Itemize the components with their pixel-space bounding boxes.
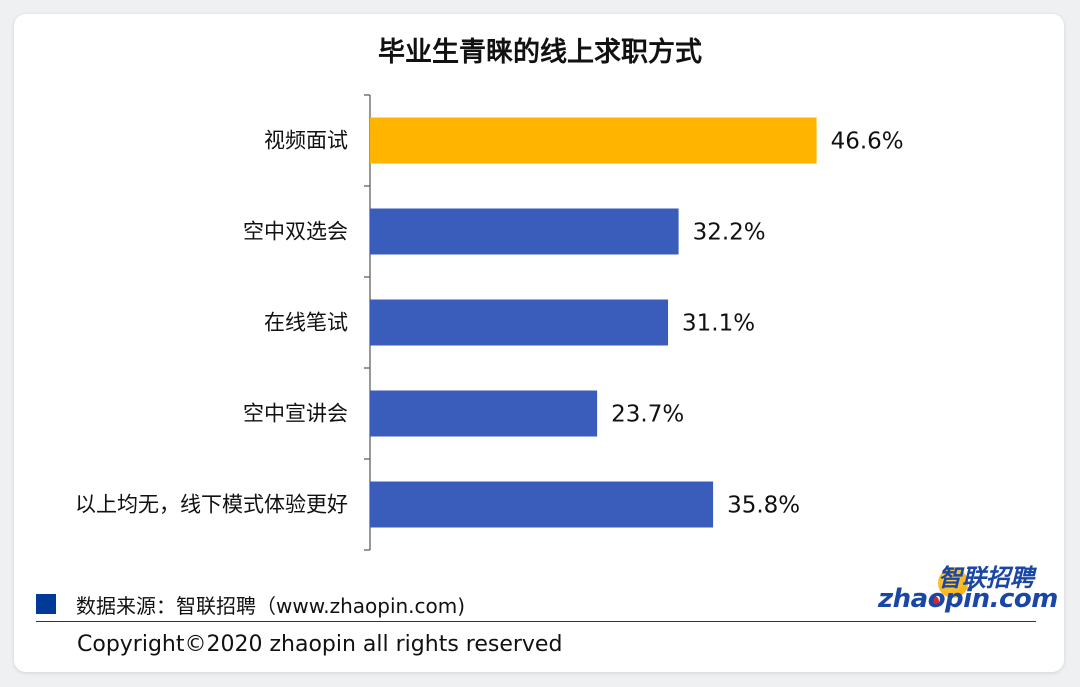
value-label: 23.7% (611, 402, 684, 428)
category-label: 空中宣讲会 (243, 402, 348, 426)
category-label: 在线笔试 (264, 311, 348, 335)
value-label: 35.8% (727, 493, 800, 519)
footer-divider (36, 621, 1036, 622)
logo-cn-text: 智联招聘 (938, 564, 1034, 592)
bar-4 (370, 390, 598, 437)
source-text: 数据来源：智联招聘（www.zhaopin.com) (76, 593, 466, 618)
bar-3 (370, 299, 669, 346)
logo-dot-icon (938, 568, 968, 598)
value-label: 46.6% (831, 129, 904, 155)
bar-5 (370, 481, 714, 528)
category-label: 视频面试 (264, 129, 348, 153)
legend-swatch (36, 594, 56, 614)
category-label: 以上均无，线下模式体验更好 (75, 493, 348, 517)
source-note: 数据来源：智联招聘（www.zhaopin.com) (36, 590, 465, 618)
bar-2 (370, 208, 679, 255)
bar-1 (370, 117, 817, 164)
logo-red-dot-icon (929, 596, 939, 606)
logo-en-text: zhaopin.com (878, 584, 1058, 614)
value-label: 31.1% (682, 311, 755, 337)
bar-chart: 视频面试 46.6% 空中双选会 32.2% 在线笔试 31.1% 空中宣讲会 23.7% 以上… (75, 94, 904, 551)
category-label: 空中双选会 (243, 220, 348, 244)
copyright-text: Copyright©2020 zhaopin all rights reserv… (77, 632, 563, 657)
chart-title: 毕业生青睐的线上求职方式 (378, 37, 702, 68)
value-label: 32.2% (693, 220, 766, 246)
zhaopin-logo: 智联招聘 zhaopin.com (878, 558, 1058, 618)
